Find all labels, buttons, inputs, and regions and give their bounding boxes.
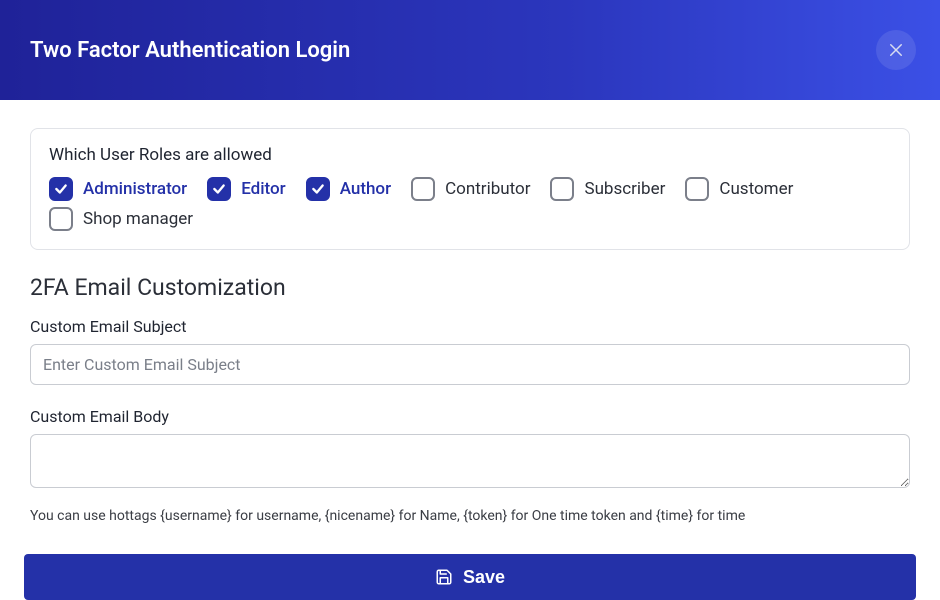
role-item: Subscriber xyxy=(550,177,679,201)
role-checkbox[interactable] xyxy=(49,207,73,231)
role-item: Author xyxy=(306,177,405,201)
role-item: Shop manager xyxy=(49,207,207,231)
save-button-label: Save xyxy=(463,567,505,588)
close-button[interactable] xyxy=(876,30,916,70)
role-label: Editor xyxy=(241,179,285,199)
body-textarea[interactable] xyxy=(30,434,910,488)
role-label: Author xyxy=(340,179,391,199)
role-label: Customer xyxy=(719,179,793,199)
role-checkbox[interactable] xyxy=(49,177,73,201)
user-roles-title: Which User Roles are allowed xyxy=(49,145,891,165)
subject-label: Custom Email Subject xyxy=(30,317,910,336)
hottags-hint: You can use hottags {username} for usern… xyxy=(30,508,910,524)
role-label: Subscriber xyxy=(584,179,665,199)
role-label: Shop manager xyxy=(83,209,193,229)
role-label: Contributor xyxy=(445,179,530,199)
customization-heading: 2FA Email Customization xyxy=(30,274,910,301)
role-checkbox[interactable] xyxy=(550,177,574,201)
body-label: Custom Email Body xyxy=(30,407,910,426)
role-item: Administrator xyxy=(49,177,201,201)
role-checkbox[interactable] xyxy=(306,177,330,201)
user-roles-panel: Which User Roles are allowed Administrat… xyxy=(30,128,910,250)
role-item: Customer xyxy=(685,177,807,201)
subject-input[interactable] xyxy=(30,344,910,385)
save-icon xyxy=(435,568,453,586)
role-checkbox[interactable] xyxy=(411,177,435,201)
modal-title: Two Factor Authentication Login xyxy=(30,38,350,63)
modal-header: Two Factor Authentication Login xyxy=(0,0,940,100)
role-label: Administrator xyxy=(83,179,187,199)
modal-content: Which User Roles are allowed Administrat… xyxy=(0,100,940,524)
role-checkbox[interactable] xyxy=(207,177,231,201)
role-item: Contributor xyxy=(411,177,544,201)
role-checkbox[interactable] xyxy=(685,177,709,201)
role-item: Editor xyxy=(207,177,299,201)
close-icon xyxy=(887,41,905,59)
save-button[interactable]: Save xyxy=(24,554,916,600)
user-roles-row: Administrator Editor Author Contributor Subs… xyxy=(49,177,891,231)
